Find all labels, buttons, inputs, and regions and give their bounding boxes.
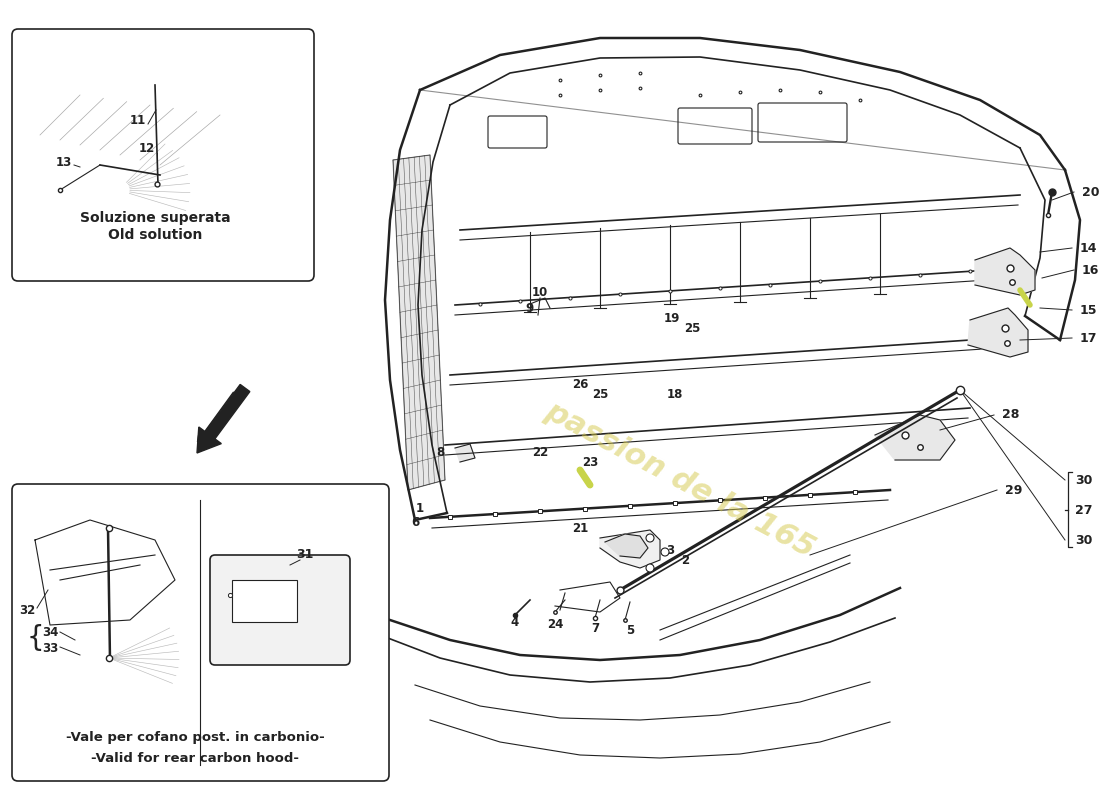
Text: 21: 21 (572, 522, 588, 534)
Text: 24: 24 (547, 618, 563, 631)
Polygon shape (874, 415, 955, 460)
Text: 4: 4 (510, 615, 519, 629)
Text: 22: 22 (532, 446, 548, 458)
Text: -Valid for rear carbon hood-: -Valid for rear carbon hood- (91, 751, 299, 765)
Circle shape (661, 548, 669, 556)
Text: 31: 31 (296, 549, 314, 562)
Text: 2: 2 (681, 554, 689, 566)
Text: 19: 19 (663, 311, 680, 325)
Circle shape (646, 534, 654, 542)
Text: 32: 32 (19, 603, 35, 617)
Text: 30: 30 (1075, 534, 1092, 546)
Text: 18: 18 (667, 389, 683, 402)
Text: 17: 17 (1080, 331, 1098, 345)
Text: 25: 25 (592, 389, 608, 402)
Text: passion de la 165: passion de la 165 (540, 397, 820, 563)
Text: 34: 34 (42, 626, 58, 639)
Text: 26: 26 (572, 378, 588, 391)
Polygon shape (975, 248, 1035, 295)
Polygon shape (605, 534, 648, 558)
Text: 1: 1 (416, 502, 425, 514)
FancyBboxPatch shape (12, 484, 389, 781)
Text: 7: 7 (591, 622, 600, 634)
Text: Soluzione superata: Soluzione superata (79, 211, 230, 225)
Text: 9: 9 (526, 302, 535, 314)
FancyArrow shape (197, 385, 250, 453)
Text: 12: 12 (139, 142, 155, 154)
Text: 25: 25 (684, 322, 701, 334)
Text: 28: 28 (1002, 409, 1020, 422)
Text: 14: 14 (1080, 242, 1098, 254)
Text: 3: 3 (666, 543, 674, 557)
Text: {: { (26, 624, 44, 652)
Text: 20: 20 (1082, 186, 1100, 198)
Text: 15: 15 (1080, 303, 1098, 317)
Text: 6: 6 (411, 515, 419, 529)
Text: 5: 5 (626, 623, 634, 637)
Polygon shape (968, 308, 1028, 357)
Text: 23: 23 (582, 455, 598, 469)
FancyBboxPatch shape (12, 29, 314, 281)
Text: 13: 13 (56, 155, 72, 169)
Polygon shape (393, 155, 446, 490)
Text: 30: 30 (1075, 474, 1092, 486)
Text: Old solution: Old solution (108, 228, 202, 242)
Circle shape (646, 564, 654, 572)
FancyBboxPatch shape (210, 555, 350, 665)
Polygon shape (455, 444, 475, 462)
Text: 8: 8 (436, 446, 444, 458)
Text: 33: 33 (42, 642, 58, 654)
Text: 27: 27 (1075, 503, 1092, 517)
Text: 29: 29 (1005, 483, 1022, 497)
Text: 16: 16 (1082, 263, 1099, 277)
Text: 10: 10 (532, 286, 548, 298)
Text: 11: 11 (130, 114, 146, 126)
Polygon shape (600, 530, 660, 568)
Text: -Vale per cofano post. in carbonio-: -Vale per cofano post. in carbonio- (66, 731, 324, 745)
Bar (232, 580, 297, 622)
